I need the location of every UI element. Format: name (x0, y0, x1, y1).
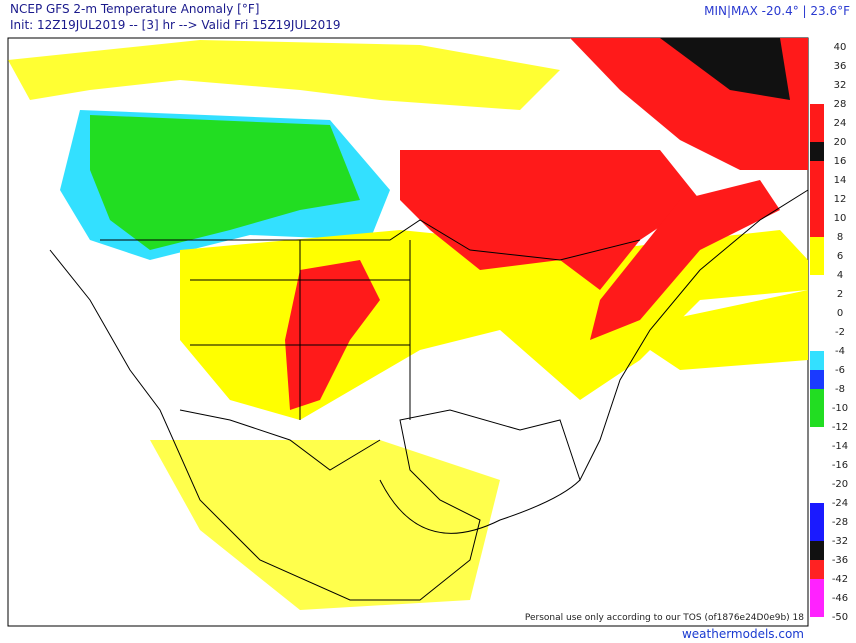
colorbar-swatch (810, 313, 824, 332)
colorbar-swatch (810, 161, 824, 180)
colorbar-label: 20 (834, 137, 847, 148)
colorbar-label: 36 (834, 61, 847, 72)
watermark: weathermodels.com (681, 627, 804, 641)
colorbar-swatch (810, 218, 824, 237)
colorbar-swatch (810, 579, 824, 598)
colorbar-label: -36 (832, 555, 848, 566)
colorbar-label: 4 (837, 270, 843, 281)
colorbar-label: -32 (832, 536, 848, 547)
colorbar-label: -14 (832, 441, 848, 452)
colorbar-swatch (810, 484, 824, 503)
colorbar-swatch (810, 389, 824, 408)
colorbar-label: -8 (835, 384, 845, 395)
min-max: MIN|MAX -20.4° | 23.6°F (704, 4, 850, 18)
colorbar-label: 24 (834, 118, 847, 129)
colorbar-label: -24 (832, 498, 848, 509)
colorbar-label: 16 (834, 156, 847, 167)
colorbar-label: -28 (832, 517, 848, 528)
colorbar-label: -46 (832, 593, 848, 604)
colorbar-label: 10 (834, 213, 847, 224)
tos-note: Personal use only according to our TOS (… (524, 613, 804, 623)
colorbar-label: 40 (834, 42, 847, 53)
colorbar-label: -50 (832, 612, 848, 623)
colorbar-label: 14 (834, 175, 847, 186)
init-line: Init: 12Z19JUL2019 -- [3] hr --> Valid F… (10, 18, 341, 32)
colorbar: 4036322824201614121086420-2-4-6-8-10-12-… (810, 42, 848, 623)
colorbar-label: -20 (832, 479, 848, 490)
colorbar-label: -12 (832, 422, 848, 433)
colorbar-swatch (810, 446, 824, 465)
colorbar-label: 12 (834, 194, 847, 205)
colorbar-swatch (810, 332, 824, 351)
anomaly-fields (8, 38, 808, 610)
colorbar-swatch (810, 408, 824, 427)
colorbar-label: 6 (837, 251, 843, 262)
colorbar-swatch (810, 104, 824, 123)
colorbar-label: 32 (834, 80, 847, 91)
colorbar-label: -16 (832, 460, 848, 471)
colorbar-swatch (810, 85, 824, 104)
colorbar-swatch (810, 541, 824, 560)
colorbar-swatch (810, 123, 824, 142)
colorbar-swatch (810, 427, 824, 446)
colorbar-swatch (810, 351, 824, 370)
colorbar-swatch (810, 256, 824, 275)
colorbar-swatch (810, 66, 824, 85)
map-title: NCEP GFS 2-m Temperature Anomaly [°F] (10, 2, 260, 16)
colorbar-swatch (810, 294, 824, 313)
colorbar-swatch (810, 465, 824, 484)
colorbar-label: -6 (835, 365, 845, 376)
colorbar-label: 0 (837, 308, 843, 319)
colorbar-swatch (810, 560, 824, 579)
colorbar-label: -42 (832, 574, 848, 585)
colorbar-swatch (810, 199, 824, 218)
colorbar-label: 2 (837, 289, 843, 300)
colorbar-swatch (810, 275, 824, 294)
colorbar-label: 28 (834, 99, 847, 110)
colorbar-swatch (810, 142, 824, 161)
colorbar-swatch (810, 370, 824, 389)
colorbar-label: -10 (832, 403, 848, 414)
colorbar-label: -2 (835, 327, 845, 338)
colorbar-swatch (810, 598, 824, 617)
colorbar-label: 8 (837, 232, 843, 243)
colorbar-swatch (810, 503, 824, 522)
borders (49, 189, 809, 601)
colorbar-swatch (810, 180, 824, 199)
colorbar-swatch (810, 47, 824, 66)
colorbar-swatch (810, 522, 824, 541)
colorbar-label: -4 (835, 346, 845, 357)
colorbar-swatch (810, 237, 824, 256)
